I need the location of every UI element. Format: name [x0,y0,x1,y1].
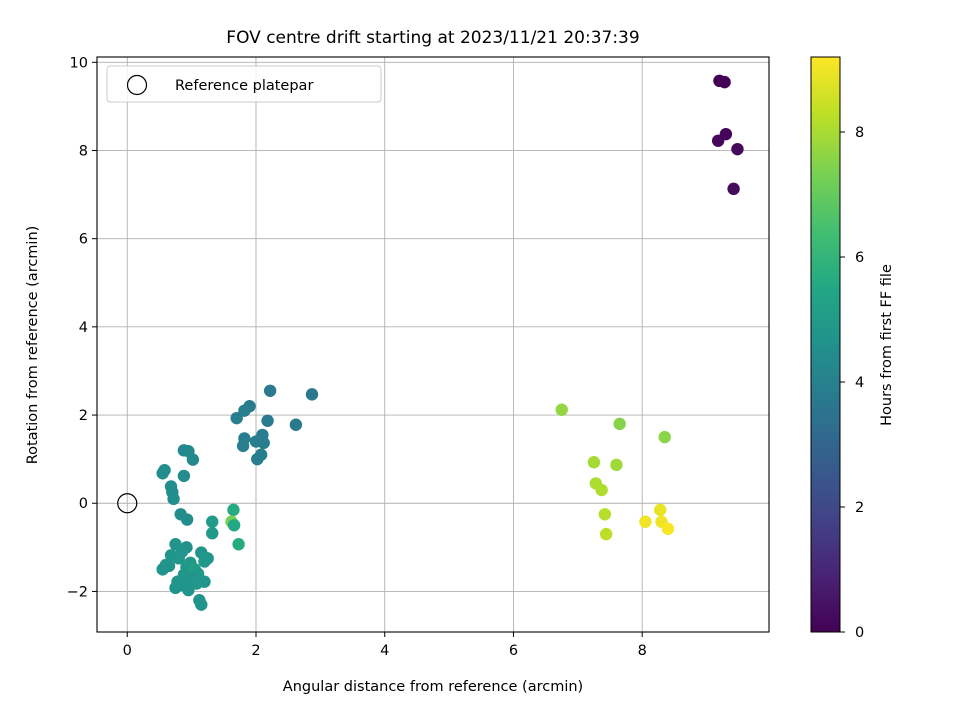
data-point [169,581,182,595]
legend-label: Reference platepar [175,78,313,94]
y-tick-label: 2 [79,408,88,424]
colorbar-tick-label: 4 [855,375,864,391]
data-point [289,418,303,431]
colorbar-tick-label: 6 [855,250,864,266]
colorbar-tick-label: 2 [855,500,864,516]
data-point [156,467,169,480]
y-tick-label: 6 [79,232,88,248]
plot-frame [96,56,770,633]
data-point [587,456,601,469]
data-point [731,142,744,156]
data-point [658,430,671,444]
data-point [206,515,219,528]
legend-hollow-circle-marker [126,74,148,96]
colorbar-tick-label: 0 [855,625,864,641]
data-point [639,515,652,528]
x-axis-label: Angular distance from reference (arcmin) [283,679,583,695]
data-point [598,508,612,521]
data-point [238,404,251,417]
x-tick-label: 0 [123,643,132,659]
data-point [182,583,195,597]
y-axis-label: Rotation from reference (arcmin) [25,226,41,465]
data-point [198,555,211,568]
data-point [195,598,208,611]
data-point [159,558,173,572]
reference-platepar-point [117,493,138,514]
data-point [555,403,568,416]
y-tick-label: 10 [70,55,88,71]
y-tick-label: 8 [79,143,88,159]
data-point [177,469,191,483]
data-point [661,522,675,536]
x-tick-label: 2 [251,643,260,659]
y-tick-label: 0 [79,496,88,512]
data-point [227,503,240,517]
x-tick-label: 6 [509,643,518,659]
colorbar-label: Hours from first FF file [879,264,895,426]
y-tick-label: −2 [67,584,88,600]
data-point [180,513,194,526]
x-tick-label: 8 [638,643,647,659]
data-point [263,384,277,397]
data-point [711,134,725,147]
data-point [232,538,245,551]
reference-marker [117,493,138,514]
data-point [230,411,243,425]
data-point [599,527,613,541]
data-point [190,577,203,590]
data-point [167,492,180,506]
y-tick-label: 4 [79,320,88,336]
chart-title: FOV centre drift starting at 2023/11/21 … [226,28,639,48]
data-point [610,458,623,472]
data-point [206,527,219,540]
data-point [261,414,274,427]
colorbar [810,56,841,633]
data-point [227,519,241,532]
data-point [186,453,200,466]
data-point [718,75,731,89]
x-tick-label: 4 [380,643,389,659]
data-point [613,417,626,431]
data-point [251,452,264,466]
data-point [595,483,608,497]
colorbar-ticks: 0 2 4 6 8 [840,125,864,641]
data-point [727,182,740,196]
y-axis-ticks: −2 0 2 4 6 8 10 [67,55,97,600]
legend-box [106,65,382,103]
x-axis-ticks: 0 2 4 6 8 [123,632,647,659]
data-point [236,439,250,453]
data-point [305,388,319,401]
data-point [654,503,667,517]
data-point [172,552,185,565]
colorbar-tick-label: 8 [855,125,864,141]
data-point [257,436,270,450]
legend: Reference platepar [106,65,382,103]
grid-lines [97,57,769,632]
scatter-points [156,74,744,611]
